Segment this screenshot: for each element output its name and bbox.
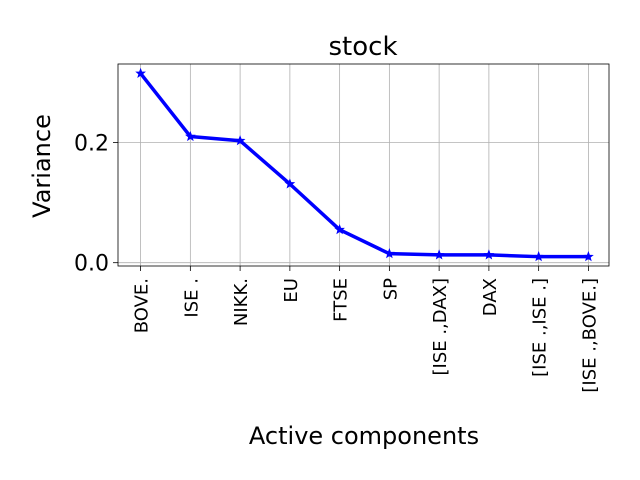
y-tick-label: 0.2 <box>74 132 109 157</box>
x-axis-ticks: BOVE. ISE . NIKK. EU FTSE SP [ISE .,DAX] DAX [IS… <box>132 266 600 393</box>
x-tick-label: FTSE <box>331 278 352 322</box>
axes-frame <box>117 63 610 267</box>
x-tick-label: [ISE .,BOVE.] <box>579 278 600 393</box>
x-axis-label: Active components <box>249 422 479 450</box>
x-tick-label: [ISE .,DAX] <box>430 278 451 376</box>
x-tick-label: NIKK. <box>231 278 252 326</box>
x-tick-label: DAX <box>480 278 501 316</box>
y-axis-label: Variance <box>28 114 56 218</box>
data-point-marker <box>483 249 495 260</box>
x-tick-label: [ISE .,ISE .] <box>530 278 551 377</box>
data-point-marker <box>284 178 296 189</box>
data-point-marker <box>185 130 196 142</box>
x-tick-label: SP <box>380 278 401 300</box>
x-tick-label: EU <box>281 278 302 303</box>
data-point-marker <box>234 135 246 146</box>
data-point-marker <box>583 251 594 262</box>
x-tick-label: ISE . <box>181 278 202 318</box>
chart-title: stock <box>329 32 398 62</box>
data-point-marker <box>533 251 544 262</box>
x-tick-label: BOVE. <box>132 278 153 333</box>
y-axis-ticks: 0.0 0.2 <box>74 132 118 277</box>
grid <box>118 64 609 266</box>
data-point-marker <box>135 67 146 78</box>
data-point-marker <box>433 249 445 260</box>
data-point-marker <box>384 248 395 259</box>
series-layer <box>135 67 594 262</box>
y-tick-label: 0.0 <box>74 252 109 277</box>
series-line <box>138 71 591 259</box>
data-point-marker <box>334 224 345 235</box>
